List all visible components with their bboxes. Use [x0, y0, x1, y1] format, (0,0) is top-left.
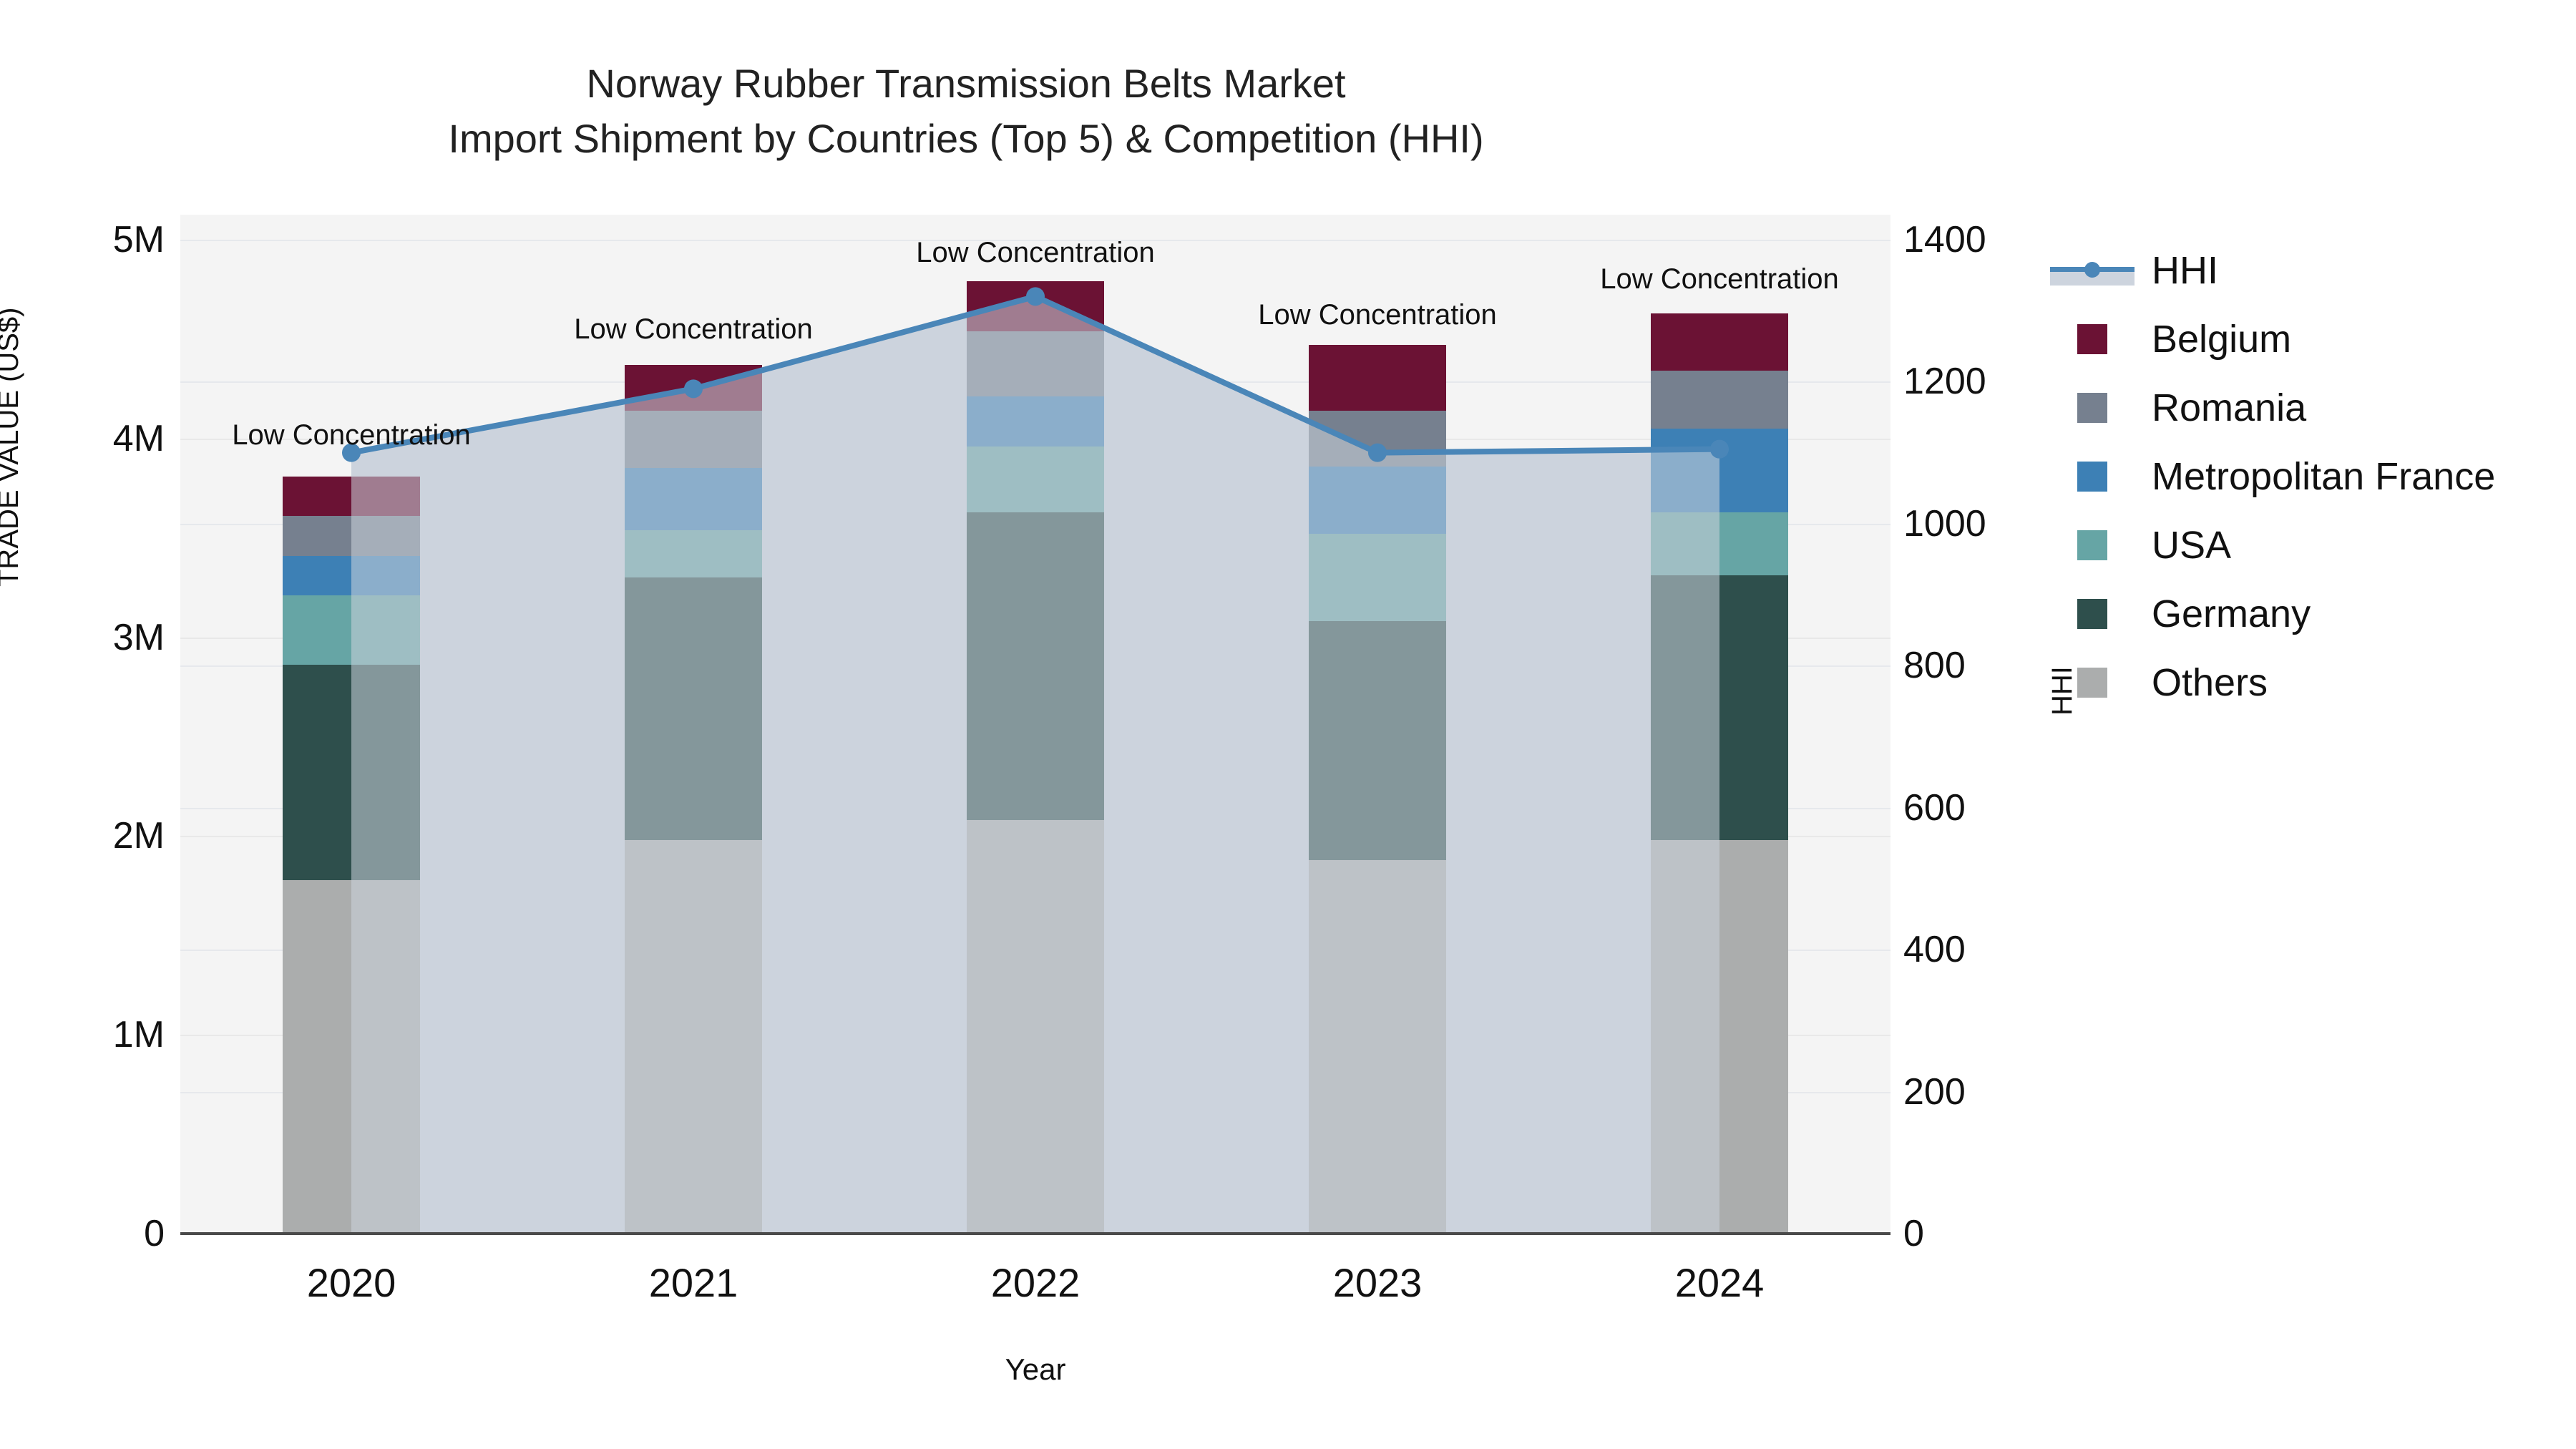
legend-label: Metropolitan France	[2152, 455, 2496, 498]
y2-tick-label: 1000	[1903, 502, 1986, 545]
annotation-low-concentration: Low Concentration	[1258, 299, 1497, 331]
y-tick-label: 2M	[112, 815, 165, 857]
x-tick-label: 2023	[1332, 1260, 1423, 1305]
legend-label: Others	[2152, 661, 2268, 704]
y-axis-ticks: 0 1M 2M 3M 4M 5M	[0, 0, 166, 1449]
hhi-data-point[interactable]	[342, 443, 361, 462]
legend-color-swatch	[2077, 668, 2107, 698]
chart-title-line1: Norway Rubber Transmission Belts Market	[586, 61, 1346, 106]
legend-color-swatch	[2077, 324, 2107, 354]
y-tick-label: 4M	[112, 417, 165, 459]
hhi-data-point[interactable]	[684, 379, 703, 399]
chart-title: Norway Rubber Transmission Belts Market …	[0, 56, 1932, 167]
legend-item[interactable]: Belgium	[2050, 305, 2495, 374]
hhi-data-point[interactable]	[1026, 287, 1045, 306]
x-tick-label: 2024	[1674, 1260, 1765, 1305]
legend-item[interactable]: Others	[2050, 648, 2495, 717]
hhi-line-path	[351, 293, 1720, 456]
legend-item[interactable]: USA	[2050, 511, 2495, 580]
plot-area	[180, 215, 1890, 1235]
legend-color-swatch	[2077, 599, 2107, 629]
legend-color-swatch	[2077, 393, 2107, 423]
legend-item[interactable]: Germany	[2050, 580, 2495, 648]
y2-tick-label: 400	[1903, 929, 1966, 971]
legend-color-swatch	[2077, 530, 2107, 560]
y2-tick-label: 600	[1903, 786, 1966, 829]
hhi-data-point[interactable]	[1710, 439, 1729, 459]
x-axis-line	[180, 1232, 1890, 1235]
legend-item[interactable]: Metropolitan France	[2050, 442, 2495, 511]
legend-label: Germany	[2152, 592, 2311, 635]
y-tick-label: 3M	[112, 616, 165, 658]
legend-label: USA	[2152, 524, 2232, 567]
chart-legend: HHI Belgium Romania Metropolitan France USA G…	[2050, 236, 2495, 717]
y2-axis-ticks: 0 200 400 600 800 1000 1200 1400	[1903, 0, 2118, 1449]
y-tick-label: 5M	[112, 219, 165, 260]
legend-item[interactable]: HHI	[2050, 236, 2495, 305]
y2-tick-label: 0	[1903, 1213, 1924, 1254]
annotation-low-concentration: Low Concentration	[574, 313, 813, 345]
annotation-low-concentration: Low Concentration	[916, 237, 1155, 269]
legend-label: Romania	[2152, 386, 2307, 429]
legend-label: Belgium	[2152, 318, 2292, 361]
y2-tick-label: 1400	[1903, 219, 1986, 260]
y2-tick-label: 200	[1903, 1070, 1966, 1113]
gridline	[180, 240, 1890, 241]
x-tick-label: 2021	[648, 1260, 738, 1305]
y2-tick-label: 1200	[1903, 361, 1986, 403]
hhi-line	[342, 287, 1729, 462]
y2-tick-label: 800	[1903, 645, 1966, 687]
x-axis-label: Year	[1005, 1352, 1066, 1386]
chart-title-line2: Import Shipment by Countries (Top 5) & C…	[448, 116, 1484, 162]
legend-item[interactable]: Romania	[2050, 374, 2495, 442]
x-tick-label: 2022	[990, 1260, 1080, 1305]
legend-label: HHI	[2152, 249, 2218, 292]
hhi-data-point[interactable]	[1368, 443, 1387, 462]
y-tick-label: 0	[144, 1213, 165, 1254]
x-tick-label: 2020	[306, 1260, 396, 1305]
legend-line-marker	[2050, 255, 2135, 286]
annotation-low-concentration: Low Concentration	[1600, 263, 1839, 295]
y-tick-label: 1M	[112, 1014, 165, 1056]
annotation-low-concentration: Low Concentration	[232, 419, 471, 451]
legend-color-swatch	[2077, 462, 2107, 492]
